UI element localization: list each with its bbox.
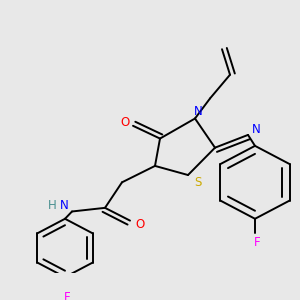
Text: H: H: [48, 199, 56, 212]
Text: N: N: [60, 199, 68, 212]
Text: S: S: [194, 176, 202, 189]
Text: F: F: [64, 291, 70, 300]
Text: F: F: [254, 236, 260, 249]
Text: N: N: [194, 105, 202, 118]
Text: N: N: [252, 123, 260, 136]
Text: O: O: [120, 116, 130, 129]
Text: O: O: [135, 218, 145, 231]
